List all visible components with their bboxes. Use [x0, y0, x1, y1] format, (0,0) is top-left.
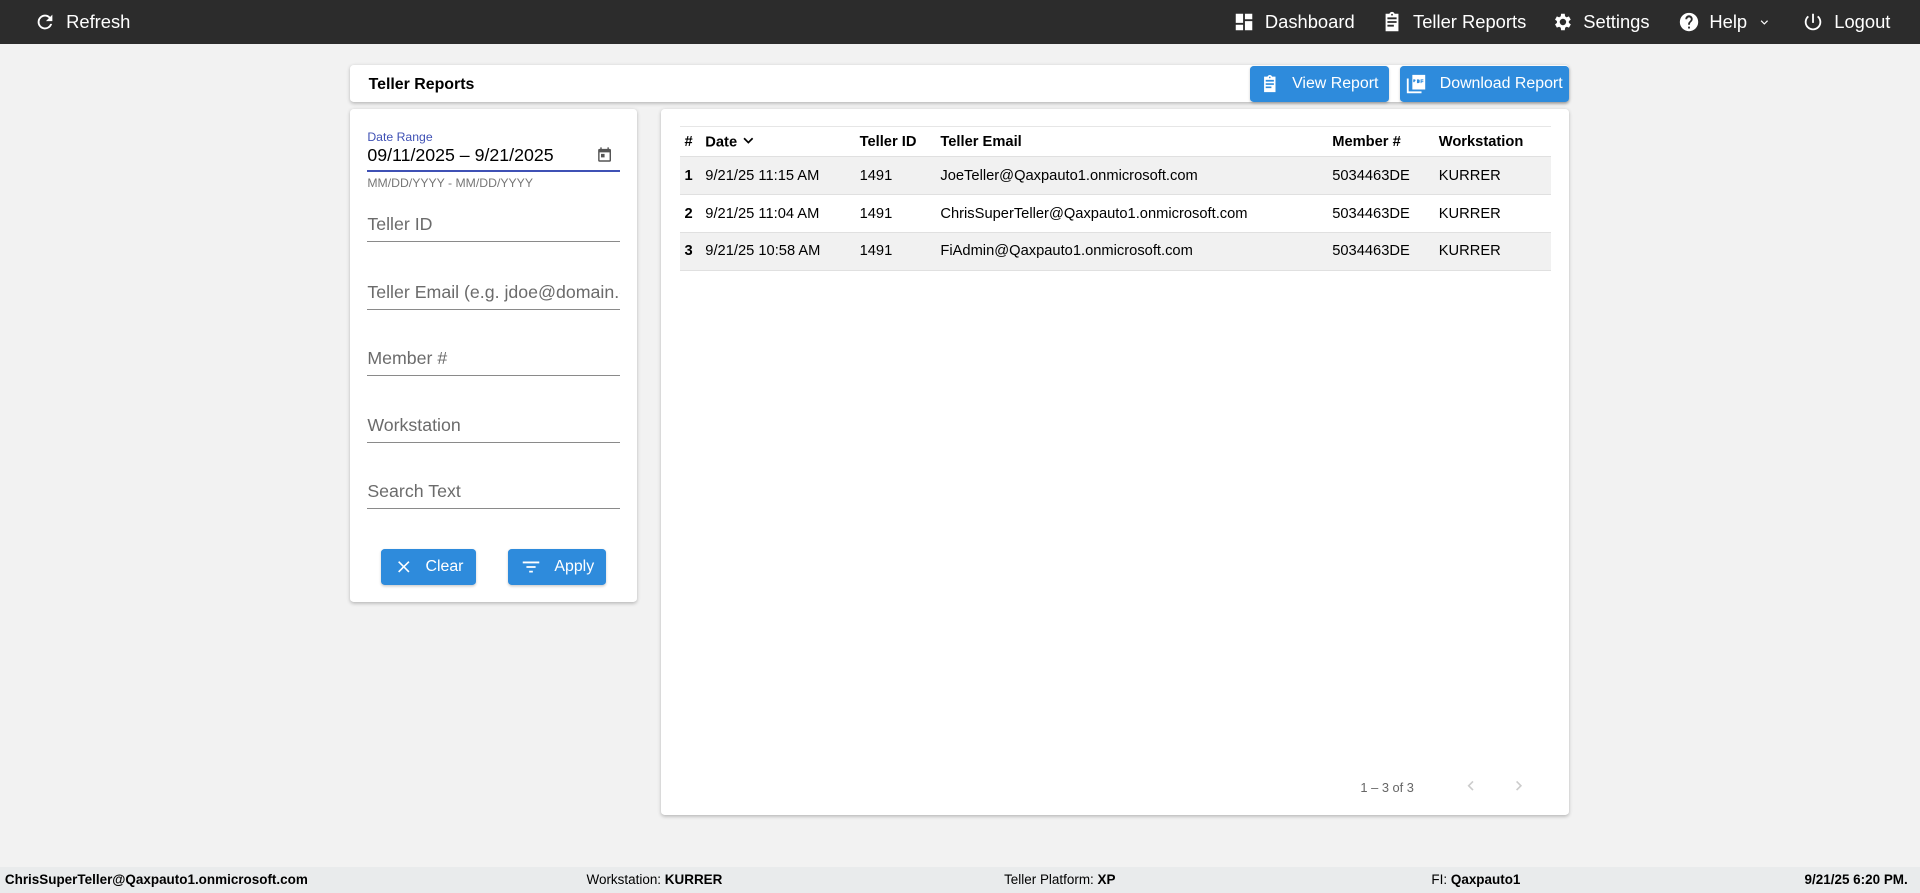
refresh-button[interactable]: Refresh: [34, 0, 130, 44]
search-text-input[interactable]: Search Text: [367, 481, 620, 510]
col-header-member: Member #: [1332, 126, 1439, 158]
chevron-down-icon: [1760, 19, 1768, 25]
footer-platform-value: XP: [1097, 871, 1116, 887]
table-row[interactable]: 2 9/21/25 11:04 AM 1491 ChrisSuperTeller…: [679, 194, 1552, 233]
col-header-date[interactable]: Date: [705, 126, 860, 158]
page-title: Teller Reports: [368, 75, 475, 93]
clipboard-icon: [1264, 74, 1276, 93]
apply-button[interactable]: Apply: [508, 548, 607, 586]
refresh-icon: [37, 14, 53, 30]
download-report-button[interactable]: Download Report: [1399, 66, 1569, 102]
refresh-label: Refresh: [66, 11, 131, 33]
help-label: Help: [1709, 11, 1748, 33]
apply-label: Apply: [554, 557, 595, 575]
workstation-input[interactable]: Workstation: [367, 415, 620, 444]
footer-fi: FI: Qaxpauto1: [1431, 872, 1520, 887]
logout-label: Logout: [1834, 11, 1891, 33]
table-row[interactable]: 1 9/21/25 11:15 AM 1491 JoeTeller@Qaxpau…: [679, 156, 1552, 196]
cell-workstation: KURRER: [1438, 156, 1552, 196]
pdf-icon: [1407, 74, 1426, 94]
table-header-row: # Date Teller ID Teller Email Member # W…: [679, 126, 1552, 158]
filter-icon: [522, 561, 540, 573]
clipboard-icon: [1385, 11, 1399, 32]
col-header-teller-email: Teller Email: [940, 126, 1333, 158]
help-icon: [1679, 12, 1698, 32]
footer-fi-label: FI:: [1431, 871, 1448, 887]
top-nav-bar: Refresh Dashboard Teller Reports Setting…: [0, 0, 1920, 45]
date-range-hint: MM/DD/YYYY - MM/DD/YYYY: [367, 176, 533, 191]
cell-member: 5034463DE: [1332, 232, 1439, 271]
cell-workstation: KURRER: [1438, 232, 1552, 271]
teller-id-input[interactable]: Teller ID: [367, 214, 620, 243]
footer-workstation-value: KURRER: [664, 871, 723, 887]
dashboard-label: Dashboard: [1264, 11, 1355, 33]
member-number-input[interactable]: Member #: [367, 348, 620, 376]
results-panel: # Date Teller ID Teller Email Member # W…: [661, 108, 1569, 816]
col-header-workstation: Workstation: [1438, 126, 1552, 158]
sort-descending-icon: [743, 137, 754, 144]
nav-teller-reports[interactable]: Teller Reports: [1381, 0, 1526, 44]
cell-number: 3: [679, 232, 706, 271]
table-row[interactable]: 3 9/21/25 10:58 AM 1491 FiAdmin@Qaxpauto…: [679, 232, 1552, 271]
cell-date: 9/21/25 11:15 AM: [705, 156, 860, 196]
cell-teller-email: FiAdmin@Qaxpauto1.onmicrosoft.com: [940, 232, 1333, 271]
cell-workstation: KURRER: [1438, 194, 1552, 233]
pagination-range: 1 – 3 of 3: [1360, 779, 1414, 795]
nav-logout[interactable]: Logout: [1802, 0, 1890, 44]
cell-teller-id: 1491: [859, 194, 941, 233]
view-report-button[interactable]: View Report: [1250, 66, 1389, 102]
dashboard-icon: [1235, 13, 1253, 31]
power-icon: [1805, 13, 1822, 31]
cell-teller-email: JoeTeller@Qaxpauto1.onmicrosoft.com: [940, 156, 1333, 196]
date-range-label: Date Range: [367, 129, 433, 144]
cell-teller-id: 1491: [859, 156, 941, 196]
footer-fi-value: Qaxpauto1: [1450, 871, 1521, 887]
cell-date: 9/21/25 11:04 AM: [705, 194, 860, 233]
cell-member: 5034463DE: [1332, 194, 1439, 233]
next-page-icon[interactable]: [1509, 776, 1529, 796]
footer-workstation-label: Workstation:: [586, 871, 662, 887]
footer-user: ChrisSuperTeller@Qaxpauto1.onmicrosoft.c…: [4, 871, 308, 887]
cell-number: 2: [679, 194, 706, 233]
cell-date: 9/21/25 10:58 AM: [705, 232, 860, 271]
footer-platform-label: Teller Platform:: [1004, 871, 1094, 887]
filter-panel: Date Range 09/11/2025 – 9/21/2025 MM/DD/…: [350, 108, 637, 603]
col-header-teller-id: Teller ID: [859, 126, 941, 158]
cell-number: 1: [679, 156, 706, 196]
nav-help[interactable]: Help: [1678, 0, 1772, 44]
teller-email-input[interactable]: Teller Email (e.g. jdoe@domain.com): [367, 282, 620, 310]
nav-settings[interactable]: Settings: [1551, 0, 1650, 44]
results-table: # Date Teller ID Teller Email Member # W…: [679, 126, 1552, 271]
teller-reports-label: Teller Reports: [1413, 11, 1527, 33]
cell-teller-email: ChrisSuperTeller@Qaxpauto1.onmicrosoft.c…: [940, 194, 1333, 233]
view-report-label: View Report: [1292, 74, 1379, 92]
cell-teller-id: 1491: [859, 232, 941, 271]
cell-member: 5034463DE: [1332, 156, 1439, 196]
footer-datetime: 9/21/25 6:20 PM.: [1804, 871, 1908, 887]
nav-dashboard[interactable]: Dashboard: [1233, 0, 1355, 44]
date-header-label: Date: [705, 133, 738, 150]
date-range-field[interactable]: Date Range 09/11/2025 – 9/21/2025: [367, 129, 620, 173]
gear-icon: [1555, 13, 1572, 31]
clear-label: Clear: [425, 557, 464, 575]
footer-platform: Teller Platform: XP: [1004, 872, 1115, 887]
calendar-icon[interactable]: [596, 146, 613, 163]
previous-page-icon[interactable]: [1461, 776, 1481, 796]
clear-button[interactable]: Clear: [380, 548, 477, 586]
footer-workstation: Workstation: KURRER: [587, 872, 723, 887]
date-range-input[interactable]: 09/11/2025 – 9/21/2025: [367, 145, 554, 165]
col-header-number: #: [679, 126, 706, 158]
settings-label: Settings: [1583, 11, 1650, 33]
download-report-label: Download Report: [1439, 74, 1563, 92]
status-bar: ChrisSuperTeller@Qaxpauto1.onmicrosoft.c…: [0, 866, 1920, 893]
close-icon: [397, 561, 410, 573]
